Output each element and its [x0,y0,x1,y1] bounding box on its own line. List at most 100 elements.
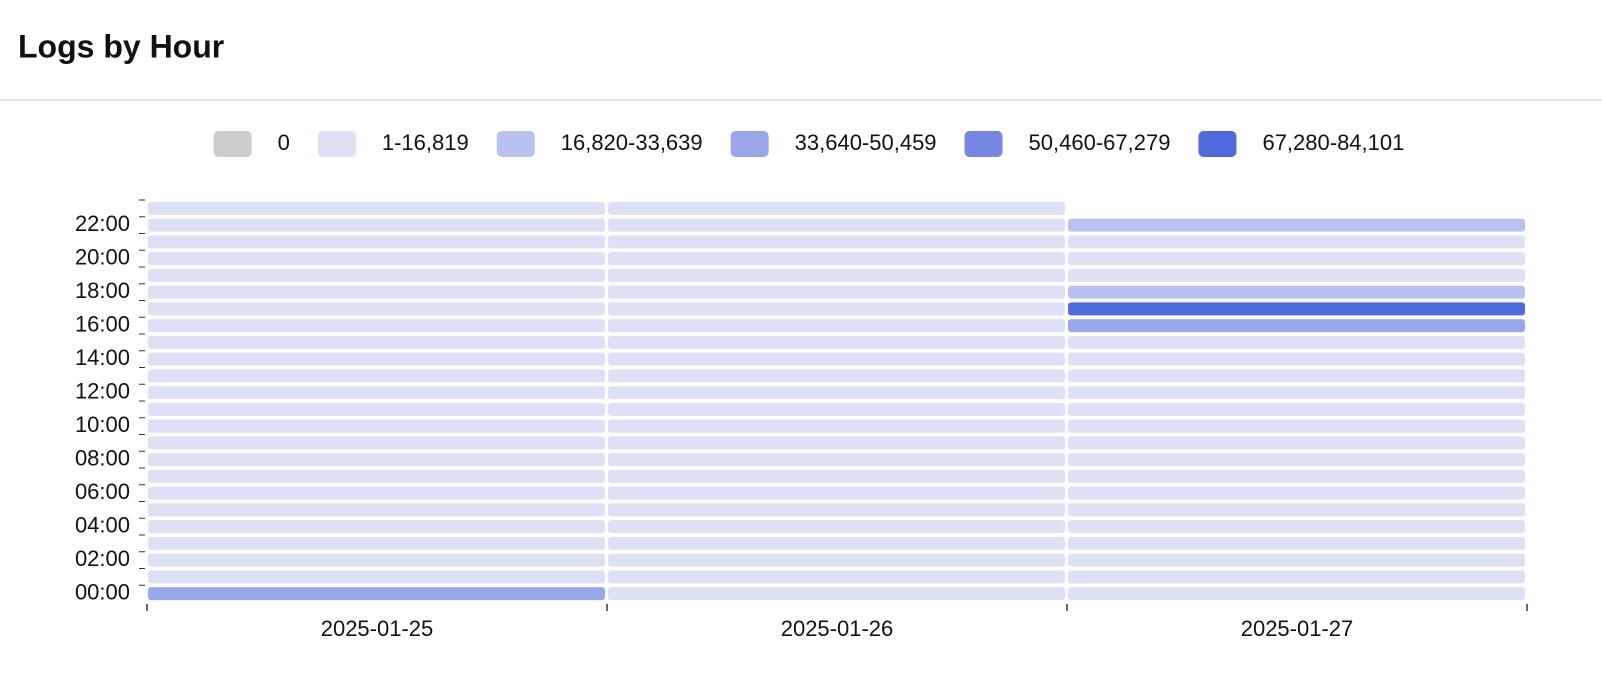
heatmap-cell [148,201,605,215]
heatmap-cell [148,235,605,249]
heatmap-cell [148,587,605,601]
heatmap-cell [1068,587,1525,601]
heatmap-cell [1068,235,1525,249]
heatmap-cell [608,469,1065,483]
heatmap-cell [608,453,1065,467]
heatmap-cell [608,587,1065,601]
legend-label: 33,640-50,459 [795,130,937,155]
heatmap-cell [1068,436,1525,450]
heatmap-cell [148,252,605,266]
heatmap-cell [608,503,1065,517]
heatmap-cell [148,553,605,567]
heatmap-cell [1068,369,1525,383]
y-tick-label: 20:00 [75,244,130,269]
heatmap-cell [608,486,1065,500]
y-tick-label: 06:00 [75,479,130,504]
heatmap-cell [1068,553,1525,567]
heatmap-cell [608,520,1065,534]
legend-swatch [496,131,535,157]
heatmap-cell [608,419,1065,433]
legend-swatch [1198,131,1237,157]
y-tick-label: 02:00 [75,546,130,571]
heatmap-cell [148,536,605,550]
y-tick-label: 12:00 [75,378,130,403]
heatmap-cell [148,570,605,584]
legend-label: 1-16,819 [382,130,469,155]
heatmap-cell [1068,453,1525,467]
heatmap-cell [1068,536,1525,550]
heatmap-cell [608,386,1065,400]
legend-label: 50,460-67,279 [1029,130,1171,155]
heatmap-cell [148,503,605,517]
heatmap-cell [148,218,605,232]
heatmap-cell [148,369,605,383]
y-tick-label: 16:00 [75,311,130,336]
heatmap-cell [1068,503,1525,517]
panel-title: Logs by Hour [18,28,224,64]
heatmap-cell [608,352,1065,366]
y-tick-label: 14:00 [75,345,130,370]
heatmap-cell [608,201,1065,215]
heatmap-cell [608,252,1065,266]
x-tick-label: 2025-01-26 [781,616,894,641]
heatmap-cell [1068,486,1525,500]
y-tick-label: 10:00 [75,412,130,437]
heatmap-cell [608,369,1065,383]
heatmap-cell [148,486,605,500]
heatmap-cell [1068,352,1525,366]
heatmap-cell [608,268,1065,282]
heatmap-cell [148,436,605,450]
heatmap-cell [608,335,1065,349]
legend-label: 16,820-33,639 [561,130,703,155]
y-tick-label: 00:00 [75,579,130,604]
heatmap-cell [148,268,605,282]
heatmap-cell [1068,252,1525,266]
y-tick-label: 22:00 [75,211,130,236]
heatmap-cell [148,402,605,416]
heatmap-cell [1068,302,1525,316]
heatmap-cell [1068,520,1525,534]
heatmap-cell [608,218,1065,232]
heatmap-cell [148,386,605,400]
heatmap-cell [608,436,1065,450]
legend-label: 0 [278,130,290,155]
legend-swatch [964,131,1003,157]
heatmap-cell [1068,218,1525,232]
legend-swatch [317,131,356,157]
legend-swatch [213,131,252,157]
heatmap-cell [1068,335,1525,349]
heatmap-cell [608,319,1065,333]
x-tick-label: 2025-01-27 [1241,616,1354,641]
y-tick-label: 18:00 [75,278,130,303]
heatmap-cell [148,520,605,534]
heatmap-cell [1068,319,1525,333]
legend-swatch [730,131,769,157]
heatmap-cell [608,553,1065,567]
heatmap-cell [1068,570,1525,584]
heatmap-cell [1068,285,1525,299]
heatmap-cell [608,302,1065,316]
heatmap-cell [1068,268,1525,282]
y-tick-label: 04:00 [75,512,130,537]
heatmap-cell [148,335,605,349]
x-tick-label: 2025-01-25 [321,616,434,641]
heatmap-cell [148,419,605,433]
heatmap-cell [1068,469,1525,483]
heatmap-cell [608,402,1065,416]
heatmap-cell [148,319,605,333]
heatmap-cell [148,302,605,316]
heatmap-cell [148,285,605,299]
heatmap-cell [1068,419,1525,433]
heatmap-cell [608,285,1065,299]
y-tick-label: 08:00 [75,445,130,470]
heatmap-cell [1068,402,1525,416]
heatmap-cell [1068,386,1525,400]
heatmap-cell [148,453,605,467]
heatmap-cell [608,235,1065,249]
heatmap-cell [148,352,605,366]
legend-label: 67,280-84,101 [1262,130,1404,155]
heatmap-cell [608,570,1065,584]
heatmap-cell [608,536,1065,550]
heatmap-cell [148,469,605,483]
